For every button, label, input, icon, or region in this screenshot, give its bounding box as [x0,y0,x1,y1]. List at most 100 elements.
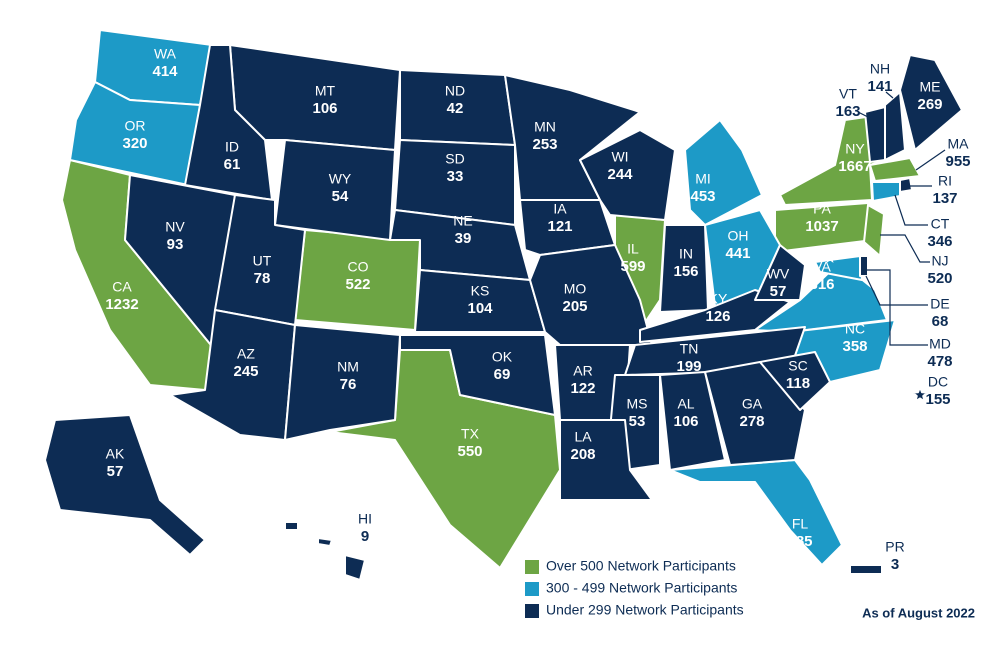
state-shape [284,521,366,581]
state-abbr: IN [679,246,693,262]
state-shape [899,54,963,151]
legend-swatch [525,560,539,574]
state-abbr: MI [695,171,711,187]
state-shape [684,119,763,226]
state-abbr: DE [930,296,949,312]
state-value: 1232 [105,296,138,313]
state-value: 385 [787,533,812,550]
note: As of August 2022 [862,605,975,620]
state-value: 104 [467,300,493,317]
state-value: 1037 [805,218,838,235]
state-value: 141 [867,78,892,95]
state-abbr: DC [928,374,948,390]
state-value: 57 [107,463,124,480]
state-abbr: SD [445,151,464,167]
state-shape [849,564,883,575]
legend-swatch [525,604,539,618]
state-abbr: ND [445,83,465,99]
state-abbr: TN [680,341,699,357]
state-shape [704,361,806,466]
state-value: 550 [457,443,482,460]
state-shape [559,419,653,501]
leader-line [857,111,871,119]
state-abbr: LA [574,429,592,445]
state-value: 320 [122,135,147,152]
state-value: 42 [447,100,464,117]
state-value: 106 [673,413,698,430]
state-value: 9 [361,528,369,545]
state-shape [184,44,273,201]
state-value: 253 [532,136,557,153]
state-abbr: IA [553,201,567,217]
state-value: 278 [739,413,764,430]
state-value: 106 [312,100,337,117]
state-value: 478 [927,353,952,370]
state-abbr: MN [534,119,556,135]
state-abbr: OK [492,349,513,365]
legend: Over 500 Network Participants 300 - 499 N… [525,558,744,618]
state-shape [759,351,831,411]
state-abbr: VT [839,86,857,102]
state-abbr: NV [165,219,185,235]
leader-line [885,91,894,99]
state-value: 955 [945,153,970,170]
legend-label: Under 299 Network Participants [546,602,744,618]
state-value: 68 [932,313,949,330]
capitol-star [824,252,836,263]
state-abbr: VA [813,259,831,275]
state-abbr: WA [154,46,177,62]
state-abbr: OH [728,228,749,244]
state-value: 156 [673,263,698,280]
state-shape [669,459,843,566]
state-value: 453 [690,188,715,205]
state-value: 441 [725,245,750,262]
state-abbr: KY [709,291,728,307]
state-value: 3 [891,556,899,573]
state-abbr: CA [112,279,132,295]
state-abbr: PA [813,201,831,217]
state-value: 244 [607,166,633,183]
state-abbr: MS [627,396,648,412]
state-shape [284,324,401,441]
legend-swatch [525,582,539,596]
state-shape [864,106,886,163]
state-abbr: AR [573,363,592,379]
state-value: 155 [925,391,950,408]
state-abbr: HI [358,511,372,527]
state-shape [863,204,885,257]
state-abbr: WI [611,149,628,165]
state-value: 522 [345,276,370,293]
state-value: 76 [340,376,357,393]
state-abbr: FL [792,516,809,532]
leader-line [865,275,928,306]
state-value: 39 [455,230,472,247]
state-value: 414 [152,63,178,80]
state-value: 163 [835,103,860,120]
state-abbr: PR [885,539,904,555]
states [44,29,963,581]
state-value: 53 [629,413,646,430]
state-value: 199 [676,358,701,375]
state-abbr: OR [125,118,146,134]
state-abbr: ME [920,79,941,95]
state-abbr: KS [471,283,490,299]
leader-lines [857,91,946,346]
leader-line [915,149,946,171]
leader-line [862,269,928,346]
state-abbr: NM [337,359,359,375]
state-abbr: TX [461,426,480,442]
state-value: 78 [254,270,271,287]
state-shape [859,255,869,277]
state-value: 69 [494,366,511,383]
state-value: 93 [167,236,184,253]
state-abbr: AZ [237,346,255,362]
state-shape [639,289,791,343]
state-value: 208 [570,446,595,463]
state-shape [44,414,206,556]
state-abbr: MT [315,83,336,99]
legend-label: 300 - 499 Network Participants [546,580,737,596]
state-abbr: WY [329,171,352,187]
state-value: 205 [562,298,587,315]
